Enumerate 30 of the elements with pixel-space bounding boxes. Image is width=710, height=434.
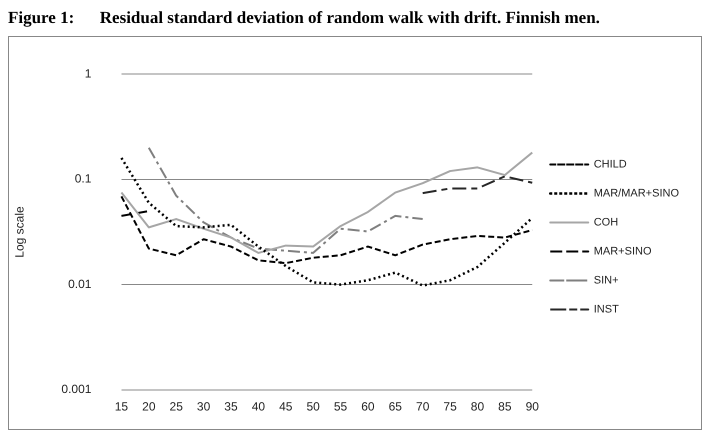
y-tick-label: 0.001 <box>61 382 92 396</box>
x-tick-label: 75 <box>443 399 458 414</box>
x-tick-label: 50 <box>306 399 320 414</box>
x-tick-label: 55 <box>334 399 348 414</box>
x-tick-label: 65 <box>388 399 402 414</box>
x-tick-label: 45 <box>279 399 293 414</box>
legend-label: SIN+ <box>594 274 619 287</box>
legend-label: INST <box>594 304 620 316</box>
x-tick-label: 30 <box>196 399 211 414</box>
x-tick-label: 85 <box>498 399 512 414</box>
line-series <box>422 175 534 194</box>
y-tick-label: 0.1 <box>74 172 92 186</box>
chart-title: Figure 1: Residual standard deviation of random walk with drift. Finnish men. <box>8 8 601 28</box>
legend-label: MAR+SINO <box>594 246 652 258</box>
x-tick-label: 15 <box>114 399 128 414</box>
x-tick-label: 40 <box>252 399 266 414</box>
x-tick-label: 60 <box>361 399 375 414</box>
y-tick-label: 1 <box>84 66 92 81</box>
x-tick-label: 35 <box>224 399 238 414</box>
legend-label: CHILD <box>594 158 627 171</box>
y-axis-title: Log scale <box>12 206 27 258</box>
line-series <box>120 156 534 287</box>
x-tick-label: 70 <box>416 399 430 414</box>
legend-label: MAR/MAR+SINO <box>594 188 680 200</box>
legend-label: COH <box>594 216 618 229</box>
x-tick-label: 25 <box>170 399 184 414</box>
y-tick-label: 0.01 <box>68 276 92 291</box>
x-tick-label: 90 <box>526 399 540 414</box>
x-tick-label: 20 <box>142 399 156 414</box>
x-tick-label: 80 <box>470 399 484 414</box>
